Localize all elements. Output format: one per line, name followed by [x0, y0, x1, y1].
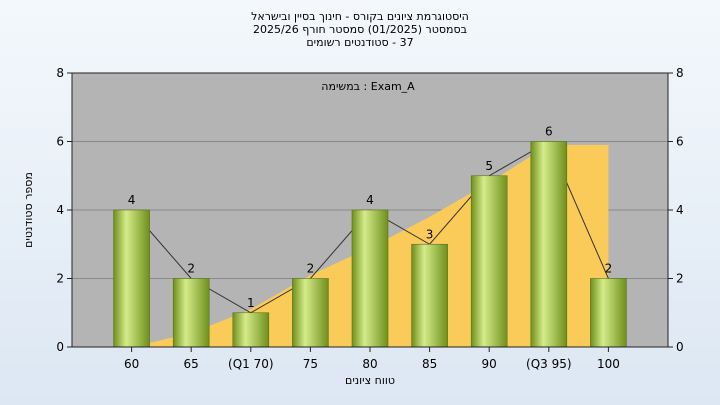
bar-value-label: 2: [605, 262, 613, 276]
bar-90: [470, 175, 508, 348]
bar-value-label: 6: [545, 125, 553, 139]
bar-value-label: 4: [128, 193, 136, 207]
y-tick-label-left: 4: [56, 203, 64, 217]
y-tick-label-right: 8: [676, 66, 684, 80]
bar-75: [292, 278, 329, 348]
x-tick-label: 90: [482, 357, 497, 371]
exam-annotation: Exam_A : במשימה: [321, 80, 415, 93]
bar-value-label: 2: [307, 262, 315, 276]
x-tick-label: 75: [303, 357, 318, 371]
y-axis-label: מספר סטודנטים: [22, 172, 35, 248]
chart-title-block: היסטוגרמת ציונים בקורס - חינוך בסיין ובי…: [0, 10, 720, 49]
bar-Q395: [530, 141, 568, 348]
bar-value-label: 1: [247, 296, 255, 310]
bar-85: [411, 243, 448, 348]
x-tick-label: 65: [184, 357, 199, 371]
x-tick-label: 60: [124, 357, 139, 371]
y-tick-label-left: 6: [56, 135, 64, 149]
y-tick-label-left: 2: [56, 272, 64, 286]
x-tick-label: (Q1 70): [228, 357, 274, 371]
y-tick-label-right: 6: [676, 135, 684, 149]
bar-value-label: 3: [426, 227, 434, 241]
chart-subtitle-students: 37 - סטודנטים רשומים: [306, 36, 414, 49]
x-tick-label: 80: [362, 357, 377, 371]
y-tick-label-left: 8: [56, 66, 64, 80]
x-tick-label: 100: [597, 357, 620, 371]
x-tick-label: 85: [422, 357, 437, 371]
y-tick-label-left: 0: [56, 340, 64, 354]
chart-title: היסטוגרמת ציונים בקורס - חינוך בסיין ובי…: [251, 10, 469, 23]
bar-80: [351, 209, 389, 348]
bar-65: [172, 278, 210, 348]
bar-value-label: 4: [366, 193, 374, 207]
y-tick-label-right: 2: [676, 272, 684, 286]
bar-value-label: 5: [485, 159, 493, 173]
x-axis-label: טווח ציונים: [345, 374, 395, 387]
chart-subtitle-semester: בסמסטר (01/2025) סמסטר חורף 2025/26: [253, 23, 467, 36]
y-tick-label-right: 0: [676, 340, 684, 354]
bar-60: [113, 209, 150, 348]
y-tick-label-right: 4: [676, 203, 684, 217]
bar-value-label: 2: [187, 262, 195, 276]
x-tick-label: (Q3 95): [526, 357, 572, 371]
bar-100: [590, 278, 627, 348]
bar-Q170: [232, 312, 270, 348]
